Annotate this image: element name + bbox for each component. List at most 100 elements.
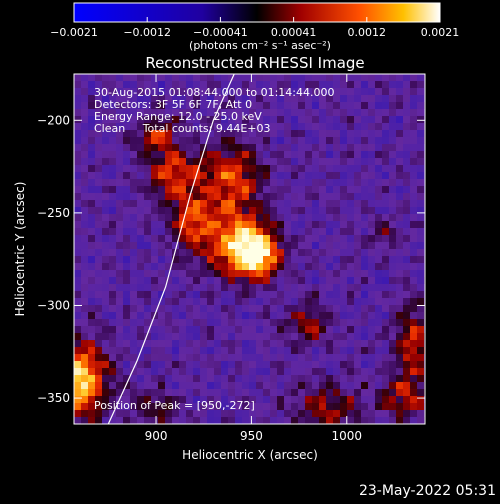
heatmap-cell xyxy=(263,354,270,361)
heatmap-cell xyxy=(74,88,81,95)
heatmap-cell xyxy=(249,214,256,221)
heatmap-cell xyxy=(207,186,214,193)
heatmap-cell xyxy=(200,382,207,389)
heatmap-cell xyxy=(200,228,207,235)
heatmap-cell xyxy=(410,88,417,95)
heatmap-cell xyxy=(375,81,382,88)
heatmap-cell xyxy=(130,319,137,326)
heatmap-cell xyxy=(284,277,291,284)
heatmap-cell xyxy=(235,179,242,186)
heatmap-cell xyxy=(165,326,172,333)
heatmap-cell xyxy=(256,291,263,298)
heatmap-cell xyxy=(81,81,88,88)
heatmap-cell xyxy=(200,305,207,312)
heatmap-cell xyxy=(95,263,102,270)
heatmap-cell xyxy=(193,340,200,347)
heatmap-cell xyxy=(326,347,333,354)
heatmap-cell xyxy=(172,347,179,354)
heatmap-cell xyxy=(361,256,368,263)
heatmap-cell xyxy=(130,242,137,249)
heatmap-cell xyxy=(277,200,284,207)
heatmap-cell xyxy=(382,179,389,186)
heatmap-cell xyxy=(270,410,277,417)
heatmap-cell xyxy=(130,179,137,186)
heatmap-cell xyxy=(242,340,249,347)
heatmap-cell xyxy=(403,151,410,158)
heatmap-cell xyxy=(333,312,340,319)
heatmap-cell xyxy=(242,235,249,242)
heatmap-cell xyxy=(284,221,291,228)
heatmap-cell xyxy=(417,410,424,417)
heatmap-cell xyxy=(186,354,193,361)
heatmap-cell xyxy=(144,389,151,396)
heatmap-cell xyxy=(375,151,382,158)
heatmap-cell xyxy=(109,242,116,249)
heatmap-cell xyxy=(102,172,109,179)
heatmap-cell xyxy=(396,109,403,116)
heatmap-cell xyxy=(74,221,81,228)
heatmap-cell xyxy=(123,186,130,193)
heatmap-cell xyxy=(221,291,228,298)
heatmap-cell xyxy=(242,214,249,221)
heatmap-cell xyxy=(298,375,305,382)
heatmap-cell xyxy=(354,368,361,375)
heatmap-cell xyxy=(305,235,312,242)
heatmap-cell xyxy=(389,193,396,200)
heatmap-cell xyxy=(291,193,298,200)
heatmap-cell xyxy=(186,228,193,235)
heatmap-cell xyxy=(179,368,186,375)
heatmap-cell xyxy=(200,263,207,270)
heatmap-cell xyxy=(158,179,165,186)
heatmap-cell xyxy=(291,326,298,333)
heatmap-cell xyxy=(214,375,221,382)
heatmap-cell xyxy=(291,417,298,424)
heatmap-cell xyxy=(361,403,368,410)
heatmap-cell xyxy=(74,158,81,165)
heatmap-cell xyxy=(193,249,200,256)
heatmap-cell xyxy=(235,270,242,277)
heatmap-cell xyxy=(410,298,417,305)
heatmap-cell xyxy=(326,368,333,375)
heatmap-cell xyxy=(221,235,228,242)
heatmap-cell xyxy=(417,319,424,326)
heatmap-cell xyxy=(123,137,130,144)
heatmap-cell xyxy=(256,382,263,389)
heatmap-cell xyxy=(242,193,249,200)
heatmap-cell xyxy=(158,74,165,81)
heatmap-cell xyxy=(382,249,389,256)
heatmap-cell xyxy=(333,298,340,305)
heatmap-cell xyxy=(333,249,340,256)
heatmap-cell xyxy=(137,228,144,235)
heatmap-cell xyxy=(417,242,424,249)
heatmap-cell xyxy=(368,165,375,172)
heatmap-cell xyxy=(354,256,361,263)
heatmap-cell xyxy=(396,74,403,81)
heatmap-cell xyxy=(333,326,340,333)
heatmap-cell xyxy=(298,389,305,396)
heatmap-cell xyxy=(284,109,291,116)
heatmap-cell xyxy=(228,249,235,256)
heatmap-cell xyxy=(277,228,284,235)
heatmap-cell xyxy=(193,417,200,424)
heatmap-cell xyxy=(116,242,123,249)
heatmap-cell xyxy=(361,74,368,81)
heatmap-cell xyxy=(249,221,256,228)
heatmap-cell xyxy=(144,186,151,193)
heatmap-cell xyxy=(88,277,95,284)
heatmap-cell xyxy=(326,214,333,221)
heatmap-cell xyxy=(102,74,109,81)
heatmap-cell xyxy=(74,165,81,172)
heatmap-cell xyxy=(368,193,375,200)
heatmap-cell xyxy=(214,249,221,256)
heatmap-cell xyxy=(284,179,291,186)
heatmap-cell xyxy=(312,144,319,151)
footer-timestamp: 23-May-2022 05:31 xyxy=(359,483,496,499)
heatmap-cell xyxy=(102,319,109,326)
heatmap-cell xyxy=(144,200,151,207)
heatmap-cell xyxy=(298,284,305,291)
heatmap-cell xyxy=(333,284,340,291)
heatmap-cell xyxy=(340,368,347,375)
heatmap-cell xyxy=(375,130,382,137)
heatmap-cell xyxy=(109,305,116,312)
heatmap-cell xyxy=(207,158,214,165)
